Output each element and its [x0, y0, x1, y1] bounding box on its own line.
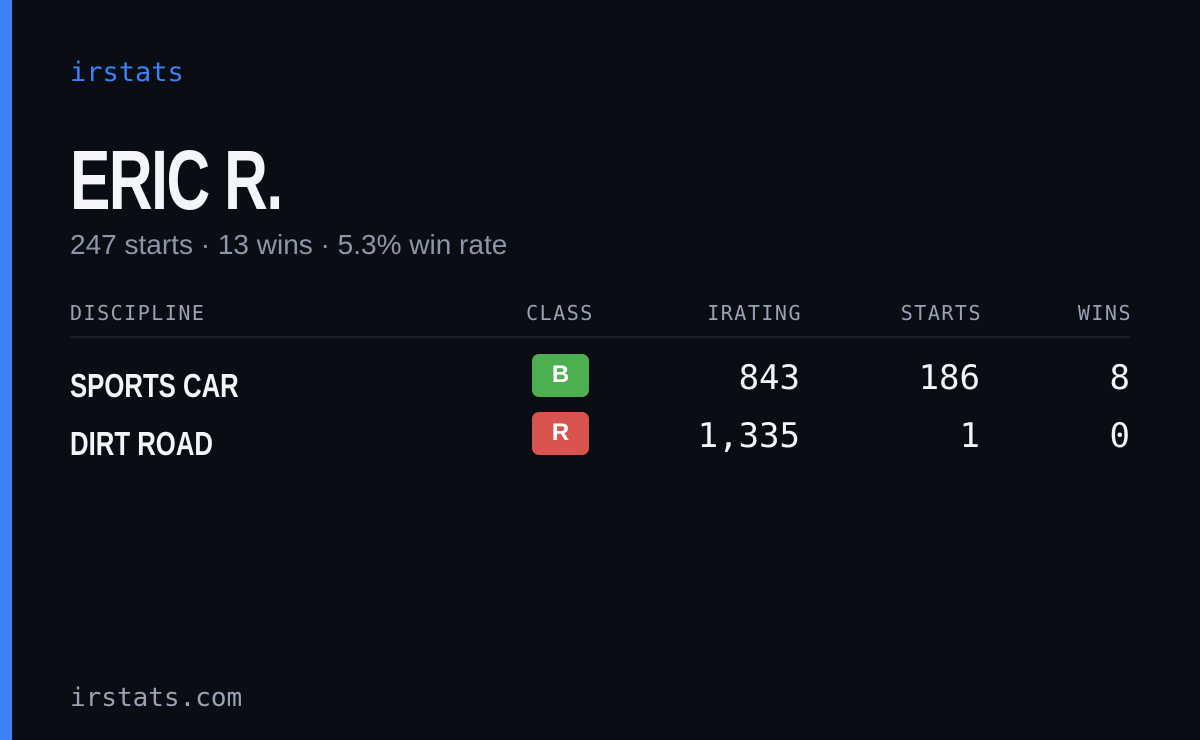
divider: [70, 336, 1130, 338]
column-header: STARTS: [900, 301, 982, 325]
column-header: WINS: [1077, 301, 1132, 325]
irating: 1,335: [697, 416, 800, 456]
wins: 8: [1109, 358, 1130, 398]
column-header: CLASS: [526, 301, 594, 325]
accent-bar: [0, 0, 12, 740]
discipline: SPORTS CAR: [70, 367, 239, 404]
column-header: IRATING: [707, 301, 802, 325]
column-header: DISCIPLINE: [70, 301, 206, 325]
class-badge: R: [532, 412, 589, 455]
brand: irstats: [70, 57, 184, 88]
wins: 0: [1109, 416, 1130, 456]
starts: 186: [918, 358, 980, 398]
profile-summary: 247 starts · 13 wins · 5.3% win rate: [70, 229, 508, 260]
starts: 1: [959, 416, 980, 456]
footer: irstats.com: [70, 683, 243, 713]
class-badge: B: [532, 354, 589, 397]
profile-name: ERIC R.: [70, 133, 283, 227]
irating: 843: [738, 358, 800, 398]
discipline: DIRT ROAD: [70, 425, 213, 462]
